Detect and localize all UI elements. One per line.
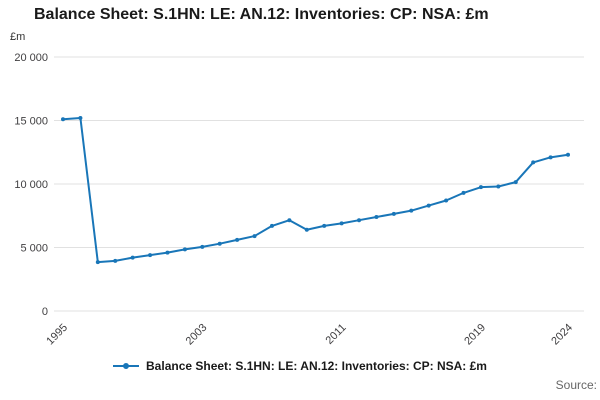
data-point[interactable]: [478, 185, 483, 190]
y-tick-label: 20 000: [14, 52, 48, 64]
data-point[interactable]: [269, 223, 274, 228]
data-point[interactable]: [304, 227, 309, 232]
x-tick-label: 2003: [184, 322, 210, 348]
data-point[interactable]: [461, 190, 466, 195]
data-point[interactable]: [200, 244, 205, 249]
data-point[interactable]: [513, 180, 518, 185]
y-tick-label: 10 000: [14, 179, 48, 191]
data-point[interactable]: [426, 203, 431, 208]
data-point[interactable]: [78, 115, 83, 120]
data-point[interactable]: [148, 253, 153, 258]
data-point[interactable]: [339, 221, 344, 226]
data-point[interactable]: [182, 247, 187, 252]
data-point[interactable]: [391, 211, 396, 216]
data-point[interactable]: [531, 160, 536, 165]
series-line: [62, 116, 569, 264]
legend-label: Balance Sheet: S.1HN: LE: AN.12: Invento…: [146, 359, 487, 373]
data-point[interactable]: [252, 234, 257, 239]
y-axis-unit-label: £m: [10, 31, 26, 43]
data-point[interactable]: [130, 255, 135, 260]
data-point[interactable]: [322, 223, 327, 228]
data-point[interactable]: [95, 260, 100, 265]
data-point[interactable]: [548, 155, 553, 160]
data-point[interactable]: [287, 218, 292, 223]
data-point[interactable]: [409, 208, 414, 213]
source-label: Source:: [555, 378, 597, 392]
x-tick-label: 1995: [44, 322, 70, 348]
legend-line-marker-icon: [113, 363, 140, 369]
x-tick-label: 2019: [462, 322, 488, 348]
x-tick-label: 2011: [324, 322, 349, 347]
data-point[interactable]: [357, 218, 362, 223]
data-point[interactable]: [374, 215, 379, 220]
data-point[interactable]: [217, 241, 222, 246]
y-tick-label: 15 000: [14, 116, 48, 128]
data-point[interactable]: [496, 184, 501, 189]
data-point[interactable]: [566, 152, 570, 157]
data-point[interactable]: [113, 258, 118, 263]
x-tick-label: 2024: [549, 322, 575, 348]
y-tick-label: 5 000: [20, 243, 48, 255]
data-point[interactable]: [165, 250, 170, 255]
data-point[interactable]: [61, 117, 65, 122]
data-point[interactable]: [235, 237, 240, 242]
data-point[interactable]: [444, 198, 449, 203]
legend-item[interactable]: Balance Sheet: S.1HN: LE: AN.12: Invento…: [0, 357, 600, 375]
line-chart-plot-area: 0 5 000 10 000 15 000 20 000 1995 2003 2011 2019…: [14, 52, 584, 348]
chart-title: Balance Sheet: S.1HN: LE: AN.12: Invento…: [34, 6, 489, 23]
y-tick-label: 0: [42, 306, 48, 318]
